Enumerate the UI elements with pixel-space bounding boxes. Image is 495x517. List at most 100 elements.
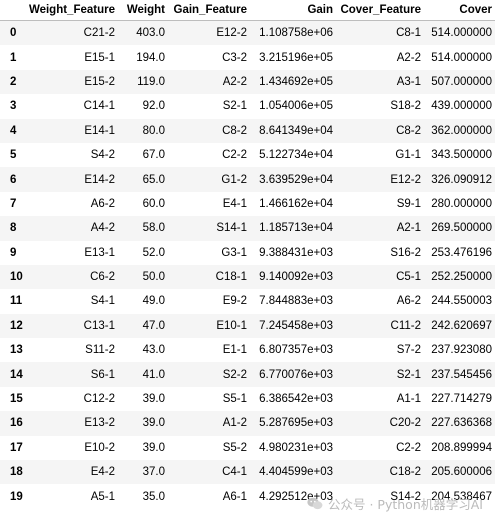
cell-gain-feature: S14-1 (216, 222, 247, 235)
cell-weight: 50.0 (142, 271, 165, 284)
table-row: 10 C6-2 50.0 C18-1 9.140092e+03 C5-1 252.25000… (0, 264, 495, 290)
header-weight-feature: Weight_Feature (26, 0, 118, 21)
row-index: 10 (10, 271, 23, 284)
cell-gain-feature: S5-2 (222, 441, 247, 454)
cell-gain-feature: E10-1 (216, 319, 247, 332)
cell-weight-feature: E14-1 (84, 124, 115, 137)
cell-gain-feature: C4-1 (222, 466, 247, 479)
cell-weight-feature: A5-1 (90, 490, 115, 503)
row-index: 16 (10, 417, 23, 430)
cell-cover: 208.899994 (431, 441, 492, 454)
table-row: 2 E15-2 119.0 A2-2 1.434692e+05 A3-1 507.00000… (0, 69, 495, 95)
cell-cover-feature: S18-2 (390, 100, 421, 113)
cell-weight-feature: S4-1 (90, 295, 115, 308)
cell-weight: 58.0 (142, 222, 165, 235)
cell-cover-feature: A3-1 (396, 75, 421, 88)
cell-cover-feature: C5-1 (396, 271, 421, 284)
cell-cover: 227.714279 (431, 393, 492, 406)
cell-weight: 35.0 (142, 490, 165, 503)
row-index: 2 (10, 75, 17, 88)
cell-gain-feature: A1-2 (222, 417, 247, 430)
table-header: Weight_Feature Weight Gain_Feature Gain … (0, 0, 495, 21)
cell-gain-feature: E12-2 (216, 27, 247, 40)
header-gain-feature: Gain_Feature (168, 0, 250, 21)
cell-cover: 244.550003 (431, 295, 492, 308)
table-row: 7 A6-2 60.0 E4-1 1.466162e+04 S9-1 280.000000 (0, 191, 495, 217)
cell-weight-feature: E15-2 (84, 75, 115, 88)
row-index: 6 (10, 173, 17, 186)
cell-gain-feature: A6-1 (222, 490, 247, 503)
cell-gain-feature: C8-2 (222, 124, 247, 137)
table-row: 18 E4-2 37.0 C4-1 4.404599e+03 C18-2 205.60000… (0, 460, 495, 485)
cell-gain: 8.641349e+04 (259, 124, 333, 137)
cell-gain-feature: E9-2 (222, 295, 247, 308)
cell-cover: 252.250000 (431, 271, 492, 284)
table-row: 8 A4-2 58.0 S14-1 1.185713e+04 A2-1 269.500000 (0, 216, 495, 241)
cell-gain: 4.404599e+03 (259, 466, 333, 479)
row-index: 14 (10, 368, 23, 381)
table-row: 11 S4-1 49.0 E9-2 7.844883e+03 A6-2 244.550003 (0, 289, 495, 314)
cell-gain-feature: S2-1 (222, 100, 247, 113)
cell-gain-feature: S5-1 (222, 393, 247, 406)
cell-cover-feature: A2-2 (396, 51, 421, 64)
cell-cover-feature: A2-1 (396, 222, 421, 235)
table-row: 5 S4-2 67.0 C2-2 5.122734e+04 G1-1 343.500000 (0, 142, 495, 168)
cell-weight: 92.0 (142, 100, 165, 113)
cell-cover-feature: E12-2 (390, 173, 421, 186)
cell-weight-feature: A6-2 (90, 197, 115, 210)
row-index: 4 (10, 124, 17, 137)
cell-weight-feature: S4-2 (90, 149, 115, 162)
cell-gain-feature: G3-1 (221, 246, 247, 259)
cell-weight-feature: E15-1 (84, 51, 115, 64)
cell-gain: 1.108758e+06 (259, 27, 333, 40)
cell-weight-feature: C6-2 (90, 271, 115, 284)
cell-weight: 39.0 (142, 417, 165, 430)
cell-cover: 237.545456 (431, 368, 492, 381)
cell-weight: 39.0 (142, 441, 165, 454)
cell-cover: 343.500000 (431, 149, 492, 162)
cell-cover: 205.600006 (431, 466, 492, 479)
cell-cover-feature: C18-2 (389, 466, 421, 479)
cell-gain: 6.807357e+03 (259, 344, 333, 357)
cell-cover: 362.000000 (431, 124, 492, 137)
cell-cover: 507.000000 (431, 75, 492, 88)
cell-weight-feature: E4-2 (90, 466, 115, 479)
cell-cover-feature: G1-1 (395, 149, 421, 162)
table-row: 13 S11-2 43.0 E1-1 6.807357e+03 S7-2 237.92308… (0, 338, 495, 363)
cell-gain-feature: C2-2 (222, 149, 247, 162)
cell-cover: 326.090912 (431, 173, 492, 186)
cell-gain: 3.215196e+05 (259, 51, 333, 64)
cell-weight: 67.0 (142, 149, 165, 162)
row-index: 5 (10, 149, 17, 162)
row-index: 17 (10, 441, 23, 454)
table-body: 0 C21-2 403.0 E12-2 1.108758e+06 C8-1 514.0000… (0, 20, 495, 509)
table-row: 4 E14-1 80.0 C8-2 8.641349e+04 C8-2 362.000000 (0, 118, 495, 143)
cell-weight: 119.0 (137, 75, 165, 88)
cell-cover-feature: S14-2 (390, 490, 421, 503)
cell-weight: 65.0 (142, 173, 165, 186)
row-index: 11 (10, 295, 23, 308)
table-row: 14 S6-1 41.0 S2-2 6.770076e+03 S2-1 237.545456 (0, 362, 495, 387)
cell-gain: 5.122734e+04 (259, 149, 333, 162)
cell-gain-feature: E4-1 (222, 197, 247, 210)
row-index: 9 (10, 246, 17, 259)
cell-gain: 1.466162e+04 (259, 197, 333, 210)
cell-gain: 9.388431e+03 (259, 246, 333, 259)
cell-weight-feature: A4-2 (90, 222, 115, 235)
cell-gain-feature: A2-2 (222, 75, 247, 88)
table-row: 12 C13-1 47.0 E10-1 7.245458e+03 C11-2 242.620… (0, 313, 495, 339)
cell-cover-feature: C8-1 (396, 27, 421, 40)
table-row: 17 E10-2 39.0 S5-2 4.980231e+03 C2-2 208.89999… (0, 435, 495, 461)
cell-weight: 52.0 (142, 246, 165, 259)
cell-cover: 280.000000 (431, 197, 492, 210)
row-index: 12 (10, 319, 23, 332)
cell-weight-feature: S6-1 (90, 368, 115, 381)
cell-gain: 1.185713e+04 (259, 222, 333, 235)
cell-gain: 3.639529e+04 (259, 173, 333, 186)
cell-weight-feature: C14-1 (83, 100, 115, 113)
cell-cover: 269.500000 (431, 222, 492, 235)
cell-weight: 60.0 (142, 197, 165, 210)
table-row: 15 C12-2 39.0 S5-1 6.386542e+03 A1-1 227.71427… (0, 386, 495, 412)
header-gain: Gain (250, 0, 336, 21)
